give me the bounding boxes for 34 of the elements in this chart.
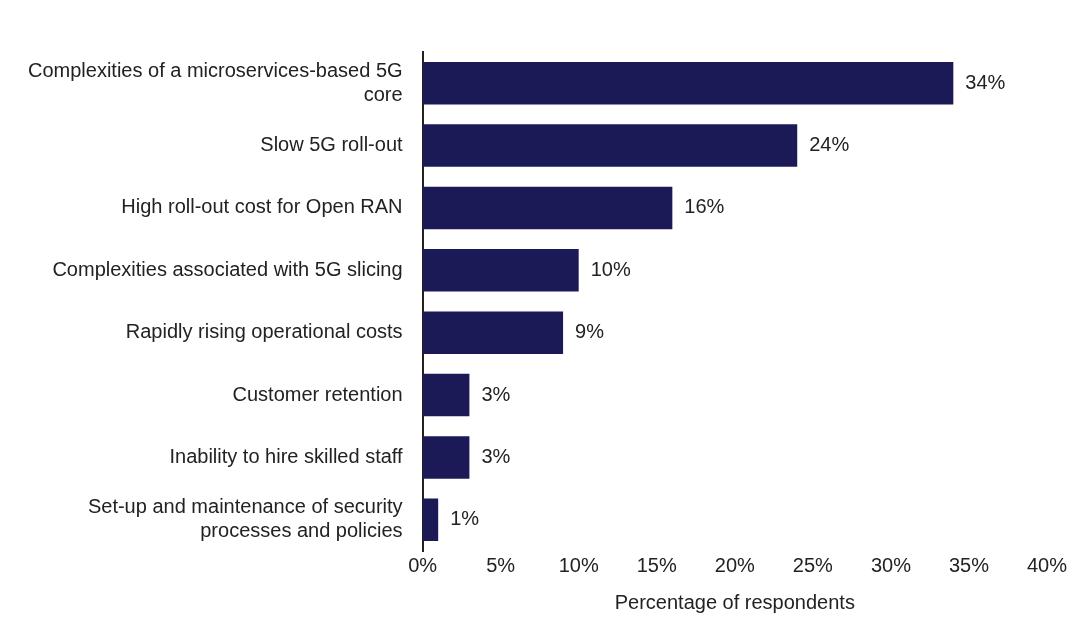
x-tick-label: 20% (714, 553, 756, 576)
bar (422, 436, 470, 479)
bar (422, 311, 564, 354)
data-label: 24% (809, 133, 850, 156)
x-tick-label: 40% (1026, 553, 1068, 576)
x-tick-label: 35% (948, 553, 990, 576)
x-axis-title: Percentage of respondents (614, 590, 855, 613)
bar (422, 124, 798, 167)
data-label: 10% (590, 257, 631, 280)
data-label: 1% (450, 507, 480, 530)
data-label: 34% (965, 70, 1006, 93)
bar (422, 373, 470, 417)
y-tick-label: High roll-out cost for Open RAN (121, 195, 403, 218)
y-tick-label: Set-up and maintenance of security processes and policies (87, 495, 403, 542)
data-label: 9% (575, 320, 605, 343)
data-label: 3% (481, 444, 511, 467)
x-tick-label: 30% (870, 553, 912, 576)
y-tick-label: Complexities of a microservices-based 5G core (27, 58, 403, 105)
data-label: 3% (481, 382, 511, 405)
bar (422, 61, 954, 105)
y-tick-label: Slow 5G roll-out (260, 133, 404, 156)
y-tick-label: Complexities associated with 5G slicing (52, 257, 403, 280)
bar (422, 498, 439, 542)
bar (422, 186, 673, 230)
y-tick-label: Customer retention (232, 382, 403, 405)
data-label: 16% (684, 195, 725, 218)
y-tick-label: Inability to hire skilled staff (169, 444, 404, 467)
x-tick-label: 5% (486, 553, 516, 576)
x-tick-label: 10% (558, 553, 599, 576)
bar (422, 249, 579, 292)
x-tick-label: 25% (792, 553, 834, 576)
y-tick-label: Rapidly rising operational costs (125, 320, 403, 343)
x-tick-label: 0% (408, 553, 438, 576)
x-tick-label: 15% (636, 553, 677, 576)
